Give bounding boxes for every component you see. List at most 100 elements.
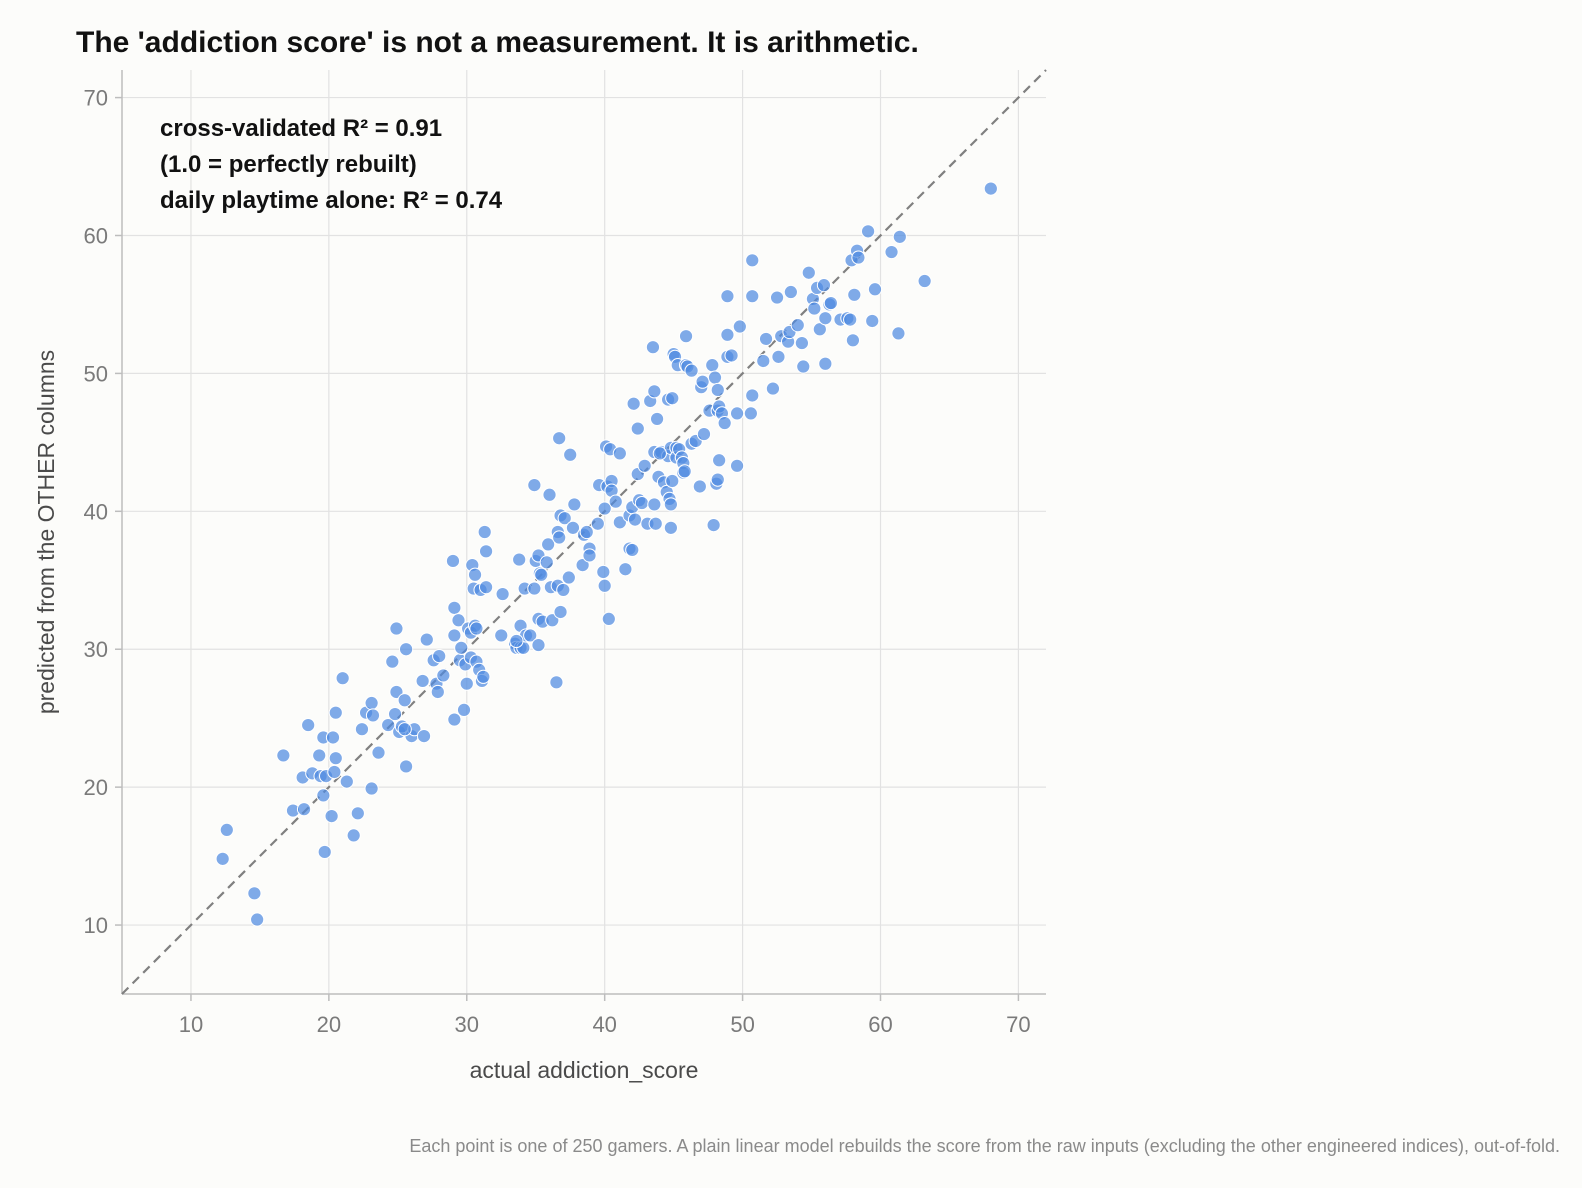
data-point	[398, 759, 414, 774]
data-point	[705, 358, 720, 373]
data-point	[745, 289, 760, 304]
data-point	[843, 312, 858, 327]
data-point	[790, 318, 805, 333]
data-point	[710, 382, 725, 398]
data-point	[652, 446, 667, 461]
data-point	[324, 808, 339, 824]
data-point	[724, 348, 739, 363]
data-point	[665, 391, 680, 406]
data-point	[818, 356, 833, 371]
data-point	[892, 229, 907, 244]
data-point	[625, 542, 640, 558]
data-point	[346, 828, 361, 843]
data-point	[387, 706, 403, 722]
data-point	[553, 604, 568, 620]
data-point	[419, 632, 434, 647]
data-point	[469, 621, 484, 636]
data-point	[634, 495, 650, 511]
data-point	[590, 516, 605, 531]
data-point	[385, 654, 400, 669]
data-point	[276, 748, 291, 763]
data-point	[823, 295, 838, 311]
data-point	[512, 552, 527, 567]
annotation-line-3: daily playtime alone: R² = 0.74	[160, 187, 503, 214]
y-tick-label: 50	[84, 361, 108, 386]
data-point	[495, 586, 510, 602]
chart-title: The 'addiction score' is not a measureme…	[76, 26, 919, 59]
data-point	[509, 633, 524, 649]
data-point	[710, 472, 725, 487]
data-point	[365, 708, 381, 723]
grid	[115, 70, 1046, 1001]
data-point	[637, 458, 652, 473]
data-point	[847, 287, 862, 302]
x-tick-label: 60	[868, 1012, 892, 1037]
data-point	[447, 712, 462, 727]
data-point	[447, 600, 462, 615]
data-point	[743, 406, 758, 421]
data-point	[328, 705, 343, 720]
data-point	[478, 580, 494, 595]
data-point	[354, 722, 370, 737]
data-point	[745, 388, 760, 403]
data-point	[663, 520, 678, 535]
data-point	[531, 637, 546, 653]
data-point	[561, 570, 576, 585]
data-point	[567, 497, 582, 512]
data-point	[630, 421, 645, 436]
data-point	[771, 349, 786, 364]
data-point	[316, 788, 331, 803]
data-point	[720, 289, 735, 304]
x-tick-label: 30	[455, 1012, 479, 1037]
y-tick-label: 70	[84, 86, 108, 111]
data-point	[556, 582, 571, 598]
data-point	[312, 748, 327, 763]
data-point	[476, 669, 491, 684]
data-point	[523, 628, 538, 643]
data-point	[219, 822, 234, 837]
data-point	[527, 581, 542, 596]
annotation-line-2: (1.0 = perfectly rebuilt)	[160, 151, 417, 178]
data-point	[678, 329, 694, 344]
data-point	[381, 717, 396, 733]
data-point	[801, 265, 816, 280]
data-point	[684, 363, 699, 378]
y-tick-label: 10	[84, 913, 108, 938]
data-point	[783, 284, 798, 300]
data-point	[612, 446, 627, 461]
data-point	[552, 431, 567, 446]
data-point	[478, 544, 494, 559]
x-tick-label: 40	[592, 1012, 616, 1037]
data-point	[250, 912, 265, 927]
data-point	[389, 621, 404, 636]
x-tick-label: 20	[317, 1012, 341, 1037]
data-point	[542, 487, 557, 502]
data-point	[983, 181, 998, 196]
data-point	[884, 244, 899, 260]
data-point	[618, 562, 633, 577]
data-point	[582, 548, 597, 563]
data-point	[579, 524, 594, 540]
data-point	[860, 224, 876, 239]
data-point	[527, 478, 542, 493]
data-point	[816, 278, 832, 293]
data-point	[477, 524, 492, 540]
data-point	[597, 501, 612, 516]
data-point	[612, 515, 627, 530]
data-point	[663, 497, 678, 512]
x-tick-label: 10	[179, 1012, 203, 1037]
chart-caption: Each point is one of 250 gamers. A plain…	[409, 1136, 1560, 1156]
data-point	[732, 319, 747, 334]
data-point	[494, 628, 509, 643]
data-point	[627, 512, 643, 527]
data-point	[891, 326, 906, 341]
data-point	[454, 640, 469, 655]
data-point	[447, 628, 462, 643]
data-point	[596, 564, 611, 580]
data-points	[215, 181, 998, 927]
data-point	[597, 578, 612, 593]
y-tick-label: 40	[84, 499, 108, 524]
x-tick-label: 70	[1006, 1012, 1030, 1037]
data-point	[436, 668, 451, 683]
data-point	[756, 353, 771, 369]
